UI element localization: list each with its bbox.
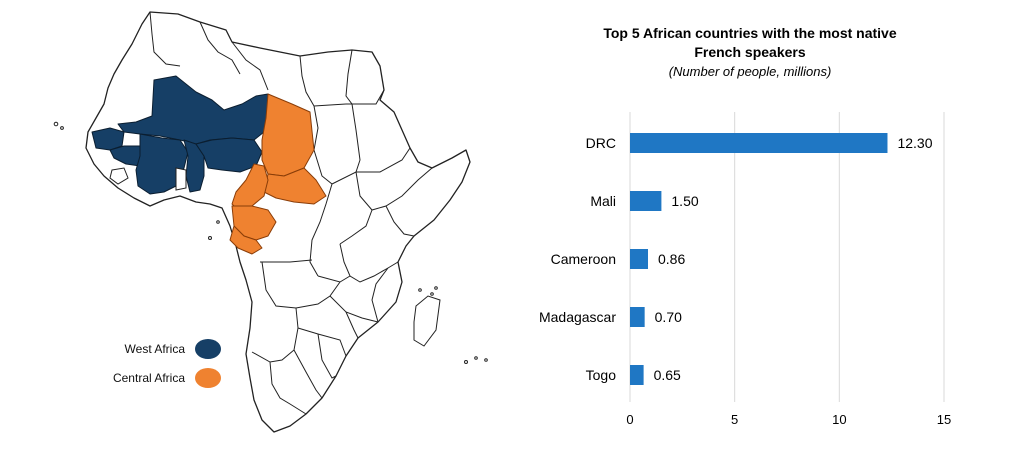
chart-title-line-1: Top 5 African countries with the most na… — [603, 25, 897, 41]
legend-west-africa-swatch — [195, 339, 221, 359]
x-tick-label: 15 — [937, 412, 951, 427]
legend-central-africa-label: Central Africa — [112, 371, 185, 385]
chart-title-block: Top 5 African countries with the most na… — [550, 24, 950, 81]
bar — [630, 307, 645, 327]
data-label: 0.70 — [655, 309, 682, 325]
legend-central-africa: Central Africa — [100, 368, 221, 388]
x-tick-label: 10 — [832, 412, 846, 427]
bar — [630, 249, 649, 269]
category-label: Madagascar — [539, 309, 616, 325]
data-label: 12.30 — [897, 135, 932, 151]
coastal-countries — [109, 167, 187, 191]
chart-title-line-2: French speakers — [694, 44, 806, 60]
bar-chart: 0 5 10 15 DRC 12.30 Mali 1.50 Cameroon 0.86 Madaga… — [539, 112, 951, 427]
legend-west-africa: West Africa — [100, 339, 221, 359]
central-africa-region — [229, 93, 327, 255]
region-car — [263, 167, 327, 205]
legend-west-africa-label: West Africa — [124, 342, 185, 356]
bar — [630, 365, 644, 385]
data-label: 0.86 — [658, 251, 685, 267]
west-africa-region — [91, 75, 271, 195]
africa-map-panel: West Africa Central Africa — [53, 11, 488, 433]
x-tick-label: 5 — [731, 412, 738, 427]
chart-subtitle: (Number of people, millions) — [668, 64, 832, 79]
data-label: 0.65 — [654, 367, 681, 383]
x-tick-label: 0 — [626, 412, 633, 427]
africa-map — [53, 11, 488, 433]
category-label: Togo — [586, 367, 617, 383]
region-burkina-ivory — [135, 133, 189, 195]
category-label: Cameroon — [551, 251, 616, 267]
region-congo-south — [229, 225, 263, 255]
bar — [630, 191, 662, 211]
category-label: Mali — [590, 193, 616, 209]
category-label: DRC — [586, 135, 616, 151]
region-senegal — [91, 127, 125, 151]
legend-central-africa-swatch — [195, 368, 221, 388]
country-borders — [149, 11, 433, 415]
bar-chart-panel: Top 5 African countries with the most na… — [520, 0, 1022, 452]
data-label: 1.50 — [671, 193, 698, 209]
islands — [53, 121, 488, 364]
bar — [630, 133, 888, 153]
